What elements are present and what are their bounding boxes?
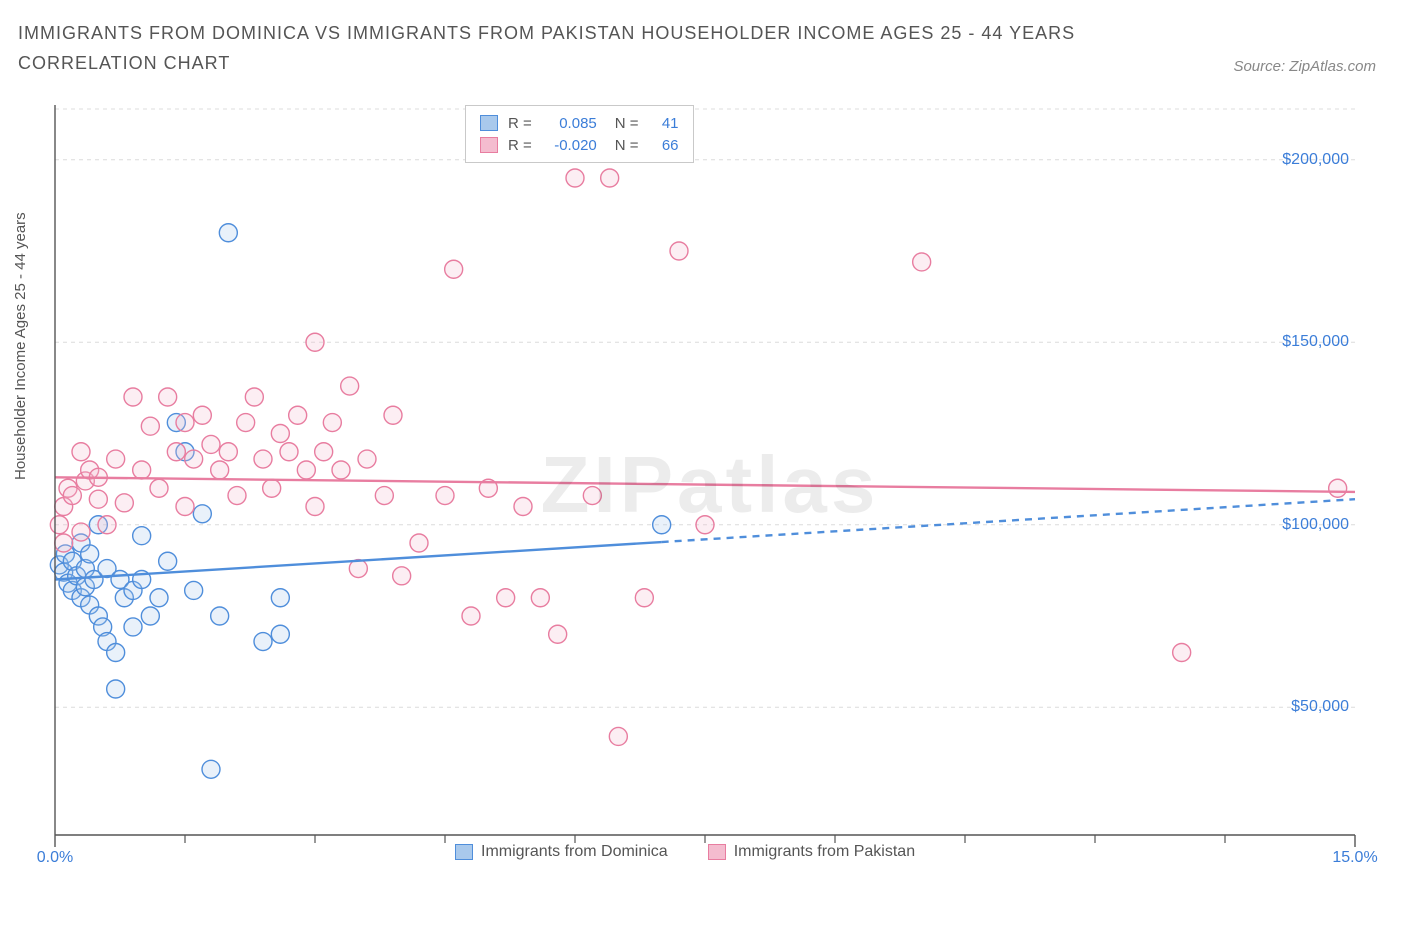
- y-tick-label: $150,000: [1282, 333, 1349, 351]
- x-tick-label: 0.0%: [37, 849, 73, 867]
- source-attribution: Source: ZipAtlas.com: [1233, 58, 1376, 75]
- series-legend-label: Immigrants from Pakistan: [734, 843, 915, 861]
- chart-title: IMMIGRANTS FROM DOMINICA VS IMMIGRANTS F…: [18, 18, 1186, 78]
- legend-swatch: [480, 115, 498, 131]
- stats-legend-row: R = -0.020 N = 66: [480, 134, 679, 156]
- stats-legend: R = 0.085 N = 41 R = -0.020 N = 66: [465, 105, 694, 163]
- scatter-plot-svg: [45, 105, 1375, 865]
- legend-swatch: [480, 137, 498, 153]
- stats-n-label: N =: [615, 115, 639, 132]
- stats-r-value: -0.020: [542, 137, 597, 154]
- y-tick-label: $50,000: [1291, 698, 1349, 716]
- stats-n-label: N =: [615, 137, 639, 154]
- stats-r-value: 0.085: [542, 115, 597, 132]
- series-legend-item: Immigrants from Pakistan: [708, 843, 915, 861]
- x-tick-label: 15.0%: [1332, 849, 1377, 867]
- series-legend-item: Immigrants from Dominica: [455, 843, 668, 861]
- series-legend-label: Immigrants from Dominica: [481, 843, 668, 861]
- chart-page: IMMIGRANTS FROM DOMINICA VS IMMIGRANTS F…: [0, 0, 1406, 930]
- stats-r-label: R =: [508, 137, 532, 154]
- legend-swatch: [455, 844, 473, 860]
- y-axis-label: Householder Income Ages 25 - 44 years: [12, 212, 29, 480]
- stats-n-value: 41: [649, 115, 679, 132]
- legend-swatch: [708, 844, 726, 860]
- plot-area: ZIPatlas R =0.085N =41R =-0.020N =66 Imm…: [45, 105, 1375, 865]
- stats-legend-row: R = 0.085 N = 41: [480, 112, 679, 134]
- stats-r-label: R =: [508, 115, 532, 132]
- stats-n-value: 66: [649, 137, 679, 154]
- series-legend: Immigrants from Dominica Immigrants from …: [455, 843, 915, 861]
- y-tick-label: $100,000: [1282, 516, 1349, 534]
- y-tick-label: $200,000: [1282, 151, 1349, 169]
